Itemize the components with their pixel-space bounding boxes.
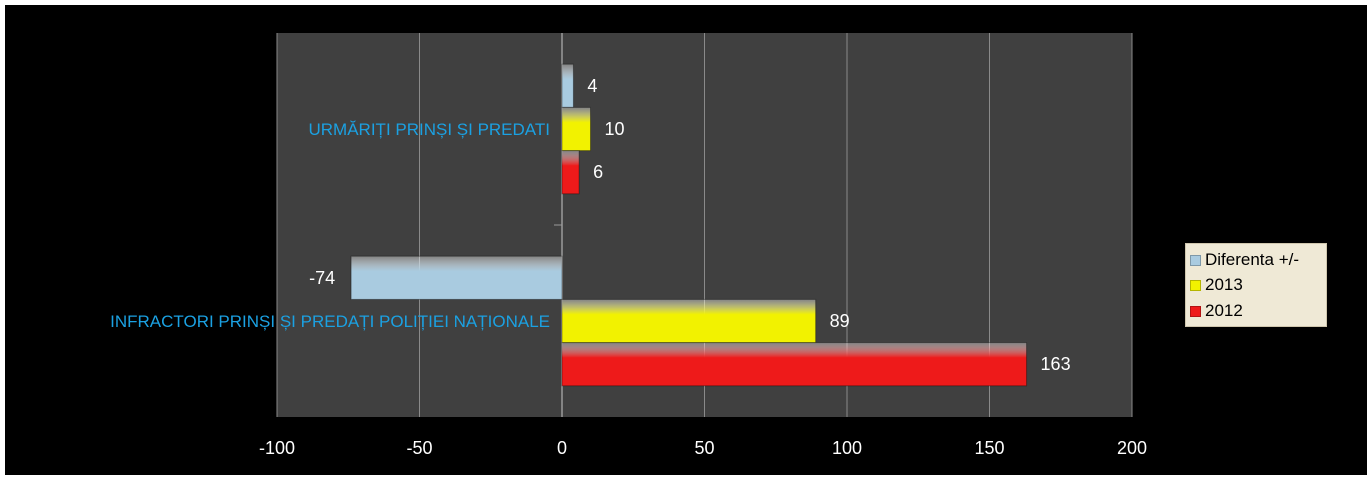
x-tick-label: -50 xyxy=(406,438,432,458)
data-label: 89 xyxy=(830,311,850,331)
x-tick-label: 50 xyxy=(694,438,714,458)
x-tick-label: 150 xyxy=(974,438,1004,458)
legend-swatch-2012 xyxy=(1190,305,1201,317)
legend-swatch-2013 xyxy=(1190,279,1201,291)
bar xyxy=(561,106,591,152)
legend-item-2013: 2013 xyxy=(1190,275,1243,295)
data-label: 6 xyxy=(593,162,603,182)
bar xyxy=(350,255,563,300)
legend-swatch-diferenta xyxy=(1190,254,1201,266)
bar xyxy=(561,298,817,344)
x-tick-label: 200 xyxy=(1117,438,1147,458)
x-tick-label: -100 xyxy=(259,438,295,458)
legend: Diferenta +/- 2013 2012 xyxy=(1185,243,1327,327)
x-tick-label: 100 xyxy=(832,438,862,458)
x-tick-label: 0 xyxy=(557,438,567,458)
legend-label-2013: 2013 xyxy=(1205,275,1243,294)
bar xyxy=(561,150,580,195)
category-label: URMĂRIȚI PRINȘI ȘI PREDATI xyxy=(309,120,551,139)
category-label: INFRACTORI PRINȘI ȘI PREDAȚI POLIȚIEI NA… xyxy=(110,312,550,331)
data-label: 4 xyxy=(587,76,597,96)
chart-area: -100 -50 0 50 100 150 200 4 10 6 -74 89 163 URMĂRIȚI … xyxy=(5,5,1367,475)
legend-label-2012: 2012 xyxy=(1205,301,1243,320)
data-label: 163 xyxy=(1041,354,1071,374)
bar xyxy=(561,342,1028,387)
bar-chart: -100 -50 0 50 100 150 200 4 10 6 -74 89 163 URMĂRIȚI … xyxy=(110,33,1147,458)
data-label: 10 xyxy=(605,119,625,139)
bar xyxy=(561,63,574,108)
data-label: -74 xyxy=(309,268,335,288)
legend-item-2012: 2012 xyxy=(1190,301,1243,321)
legend-item-diferenta: Diferenta +/- xyxy=(1190,250,1299,270)
legend-label-diferenta: Diferenta +/- xyxy=(1205,250,1300,269)
